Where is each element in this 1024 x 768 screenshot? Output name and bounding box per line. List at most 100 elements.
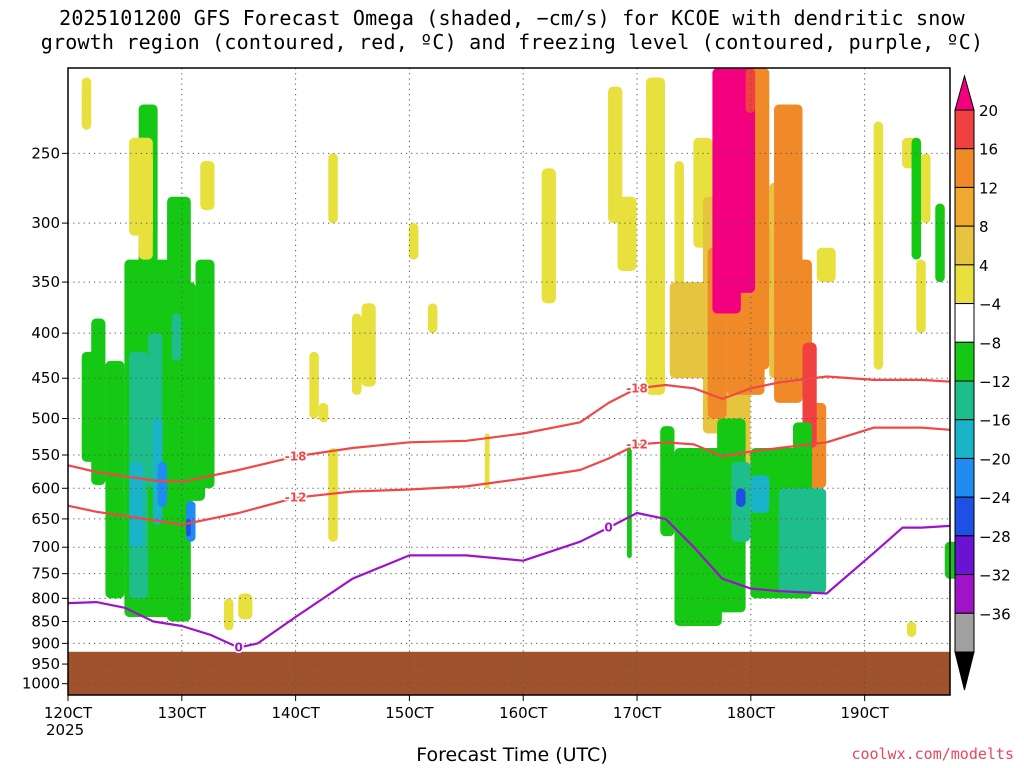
omega-region-72 xyxy=(736,488,746,507)
y-tick-label-550: 550 xyxy=(31,446,60,464)
contour-line--12 xyxy=(67,426,951,526)
omega-region-22 xyxy=(223,598,234,631)
colorbar-swatch-1 xyxy=(954,148,975,188)
omega-region-32 xyxy=(484,433,490,489)
plot-area xyxy=(68,68,959,695)
colorbar-label-9: −20 xyxy=(979,450,1011,468)
x-tick-label-4: 160CT xyxy=(499,704,548,722)
plot-frame xyxy=(67,67,951,696)
contour-label--12-0: -12 xyxy=(285,491,307,505)
omega-region-60 xyxy=(802,342,817,448)
colorbar: 20 16 12 8 4 −4 −8 −12 −16 −20 −24 −28 −32 −36 xyxy=(954,74,1011,691)
colorbar-swatch-0 xyxy=(954,109,975,150)
title-line-2: growth region (contoured, red, ºC) and f… xyxy=(40,30,984,54)
contours: -18 -18 -12 -12 0 0 xyxy=(67,375,951,656)
omega-region-30 xyxy=(408,223,419,260)
omega-region-49 xyxy=(906,621,917,637)
omega-region-61 xyxy=(674,447,722,626)
ground-shading xyxy=(68,651,950,695)
y-tick-label-750: 750 xyxy=(31,565,60,583)
omega-region-23 xyxy=(238,593,253,620)
colorbar-swatch-11 xyxy=(954,535,975,576)
y-tick-label-450: 450 xyxy=(31,369,60,387)
colorbar-label-5: −4 xyxy=(979,296,1001,314)
x-tick-label-1: 130CT xyxy=(158,704,207,722)
omega-region-20 xyxy=(138,153,153,260)
colorbar-label-2: 12 xyxy=(979,179,998,197)
omega-region-68 xyxy=(935,203,945,283)
colorbar-swatch-9 xyxy=(954,457,975,498)
omega-region-67 xyxy=(911,137,922,260)
contour-label--18-0: -18 xyxy=(285,449,307,463)
x-tick-label-5: 170CT xyxy=(613,704,662,722)
colorbar-swatch-5 xyxy=(954,303,975,343)
omega-region-7 xyxy=(181,282,196,495)
omega-region-9 xyxy=(195,259,215,489)
colorbar-label-12: −32 xyxy=(979,567,1011,585)
x-tick-label-3: 150CT xyxy=(385,704,434,722)
omega-region-34 xyxy=(608,86,623,224)
omega-region-27 xyxy=(352,313,362,395)
credit-link[interactable]: coolwx.com/modelts xyxy=(851,745,1014,763)
contour-line-0 xyxy=(67,511,951,649)
colorbar-label-8: −16 xyxy=(979,412,1011,430)
omega-region-18 xyxy=(81,77,92,130)
contour-label-0-1: 0 xyxy=(604,521,612,535)
omega-region-57 xyxy=(712,68,741,314)
colorbar-bottom-arrow xyxy=(954,651,975,691)
x-tick-label-2: 140CT xyxy=(271,704,320,722)
omega-region-45 xyxy=(873,121,884,370)
x-tick-label-6: 180CT xyxy=(727,704,776,722)
omega-region-33 xyxy=(541,168,556,304)
y-tick-label-400: 400 xyxy=(31,324,60,342)
omega-region-53 xyxy=(755,223,770,370)
colorbar-swatch-10 xyxy=(954,496,975,537)
y-tick-label-300: 300 xyxy=(31,214,60,232)
omega-region-13 xyxy=(129,461,144,548)
omega-region-24 xyxy=(309,351,319,419)
contour-line--18 xyxy=(67,375,951,483)
colorbar-swatch-7 xyxy=(954,380,975,421)
y-tick-label-250: 250 xyxy=(31,144,60,162)
omega-region-70 xyxy=(778,488,827,594)
omega-region-29 xyxy=(361,303,376,387)
y-tick-label-700: 700 xyxy=(31,538,60,556)
y-tick-label-850: 850 xyxy=(31,613,60,631)
x-tick-label-0: 120CT xyxy=(44,704,93,722)
axes: 250 300 350 400 450 500 550 600 650 700 750 800 850 9… xyxy=(22,67,951,722)
y-tick-label-500: 500 xyxy=(31,410,60,428)
colorbar-swatch-13 xyxy=(954,612,975,653)
colorbar-swatch-4 xyxy=(954,264,975,305)
omega-region-1 xyxy=(81,351,101,462)
omega-region-66 xyxy=(660,426,675,537)
x-tick-label-7: 190CT xyxy=(841,704,890,722)
omega-region-36 xyxy=(646,77,665,395)
colorbar-swatch-2 xyxy=(954,186,975,227)
colorbar-label-3: 8 xyxy=(979,218,989,236)
y-tick-label-800: 800 xyxy=(31,589,60,607)
y-tick-label-1000: 1000 xyxy=(22,675,60,693)
omega-region-12 xyxy=(171,313,182,361)
colorbar-label-11: −28 xyxy=(979,528,1011,546)
colorbar-top-arrow xyxy=(954,74,975,111)
omega-region-2 xyxy=(105,360,125,599)
omega-region-28 xyxy=(328,447,338,542)
y-tick-label-350: 350 xyxy=(31,273,60,291)
y-tick-label-950: 950 xyxy=(31,655,60,673)
colorbar-label-13: −36 xyxy=(979,605,1011,623)
colorbar-swatch-6 xyxy=(954,341,975,382)
omega-region-17 xyxy=(186,518,191,537)
omega-region-31 xyxy=(427,303,438,334)
colorbar-swatch-8 xyxy=(954,419,975,459)
omega-region-44 xyxy=(816,247,836,283)
omega-region-21 xyxy=(200,160,215,211)
omega-region-15 xyxy=(157,461,168,507)
grid xyxy=(68,68,950,695)
omega-region-47 xyxy=(916,259,926,334)
colorbar-label-1: 16 xyxy=(979,141,998,159)
colorbar-label-10: −24 xyxy=(979,489,1011,507)
colorbar-swatch-12 xyxy=(954,574,975,614)
contour-label--12-1: -12 xyxy=(626,437,648,451)
omega-region-73 xyxy=(750,475,770,513)
